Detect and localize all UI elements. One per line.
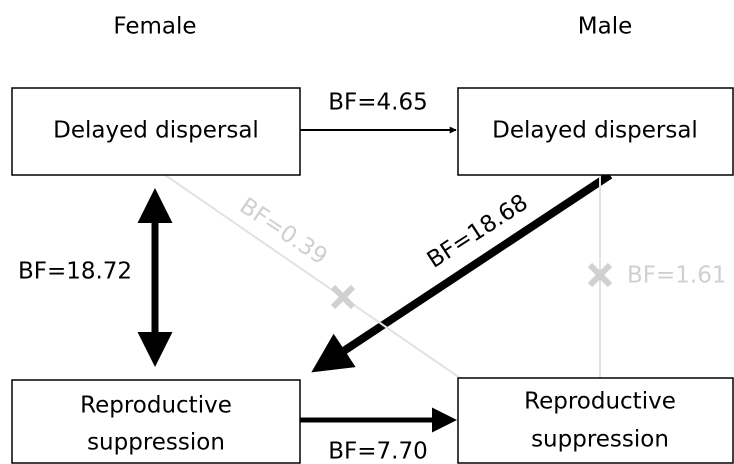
node-label: Delayed dispersal bbox=[53, 118, 259, 144]
cross-icon bbox=[330, 284, 356, 310]
node-box bbox=[11, 379, 301, 464]
node-box bbox=[11, 87, 301, 176]
column-header: Female bbox=[113, 14, 196, 40]
node-label: suppression bbox=[531, 427, 669, 453]
edge-label: BF=4.65 bbox=[328, 90, 428, 116]
node-label: suppression bbox=[87, 430, 225, 456]
edge bbox=[311, 171, 613, 373]
node-label: Reproductive bbox=[80, 393, 232, 419]
edge-label: BF=0.39 bbox=[235, 193, 332, 270]
edge-label: BF=7.70 bbox=[328, 439, 428, 464]
node-box bbox=[457, 87, 734, 176]
cross-icon bbox=[587, 262, 613, 288]
edge-label: BF=18.72 bbox=[18, 259, 132, 285]
node-box bbox=[457, 377, 734, 464]
node-label: Delayed dispersal bbox=[492, 118, 698, 144]
edge-label: BF=1.61 bbox=[627, 263, 727, 289]
column-header: Male bbox=[578, 14, 632, 40]
edge bbox=[164, 174, 461, 379]
node-label: Reproductive bbox=[524, 389, 676, 415]
